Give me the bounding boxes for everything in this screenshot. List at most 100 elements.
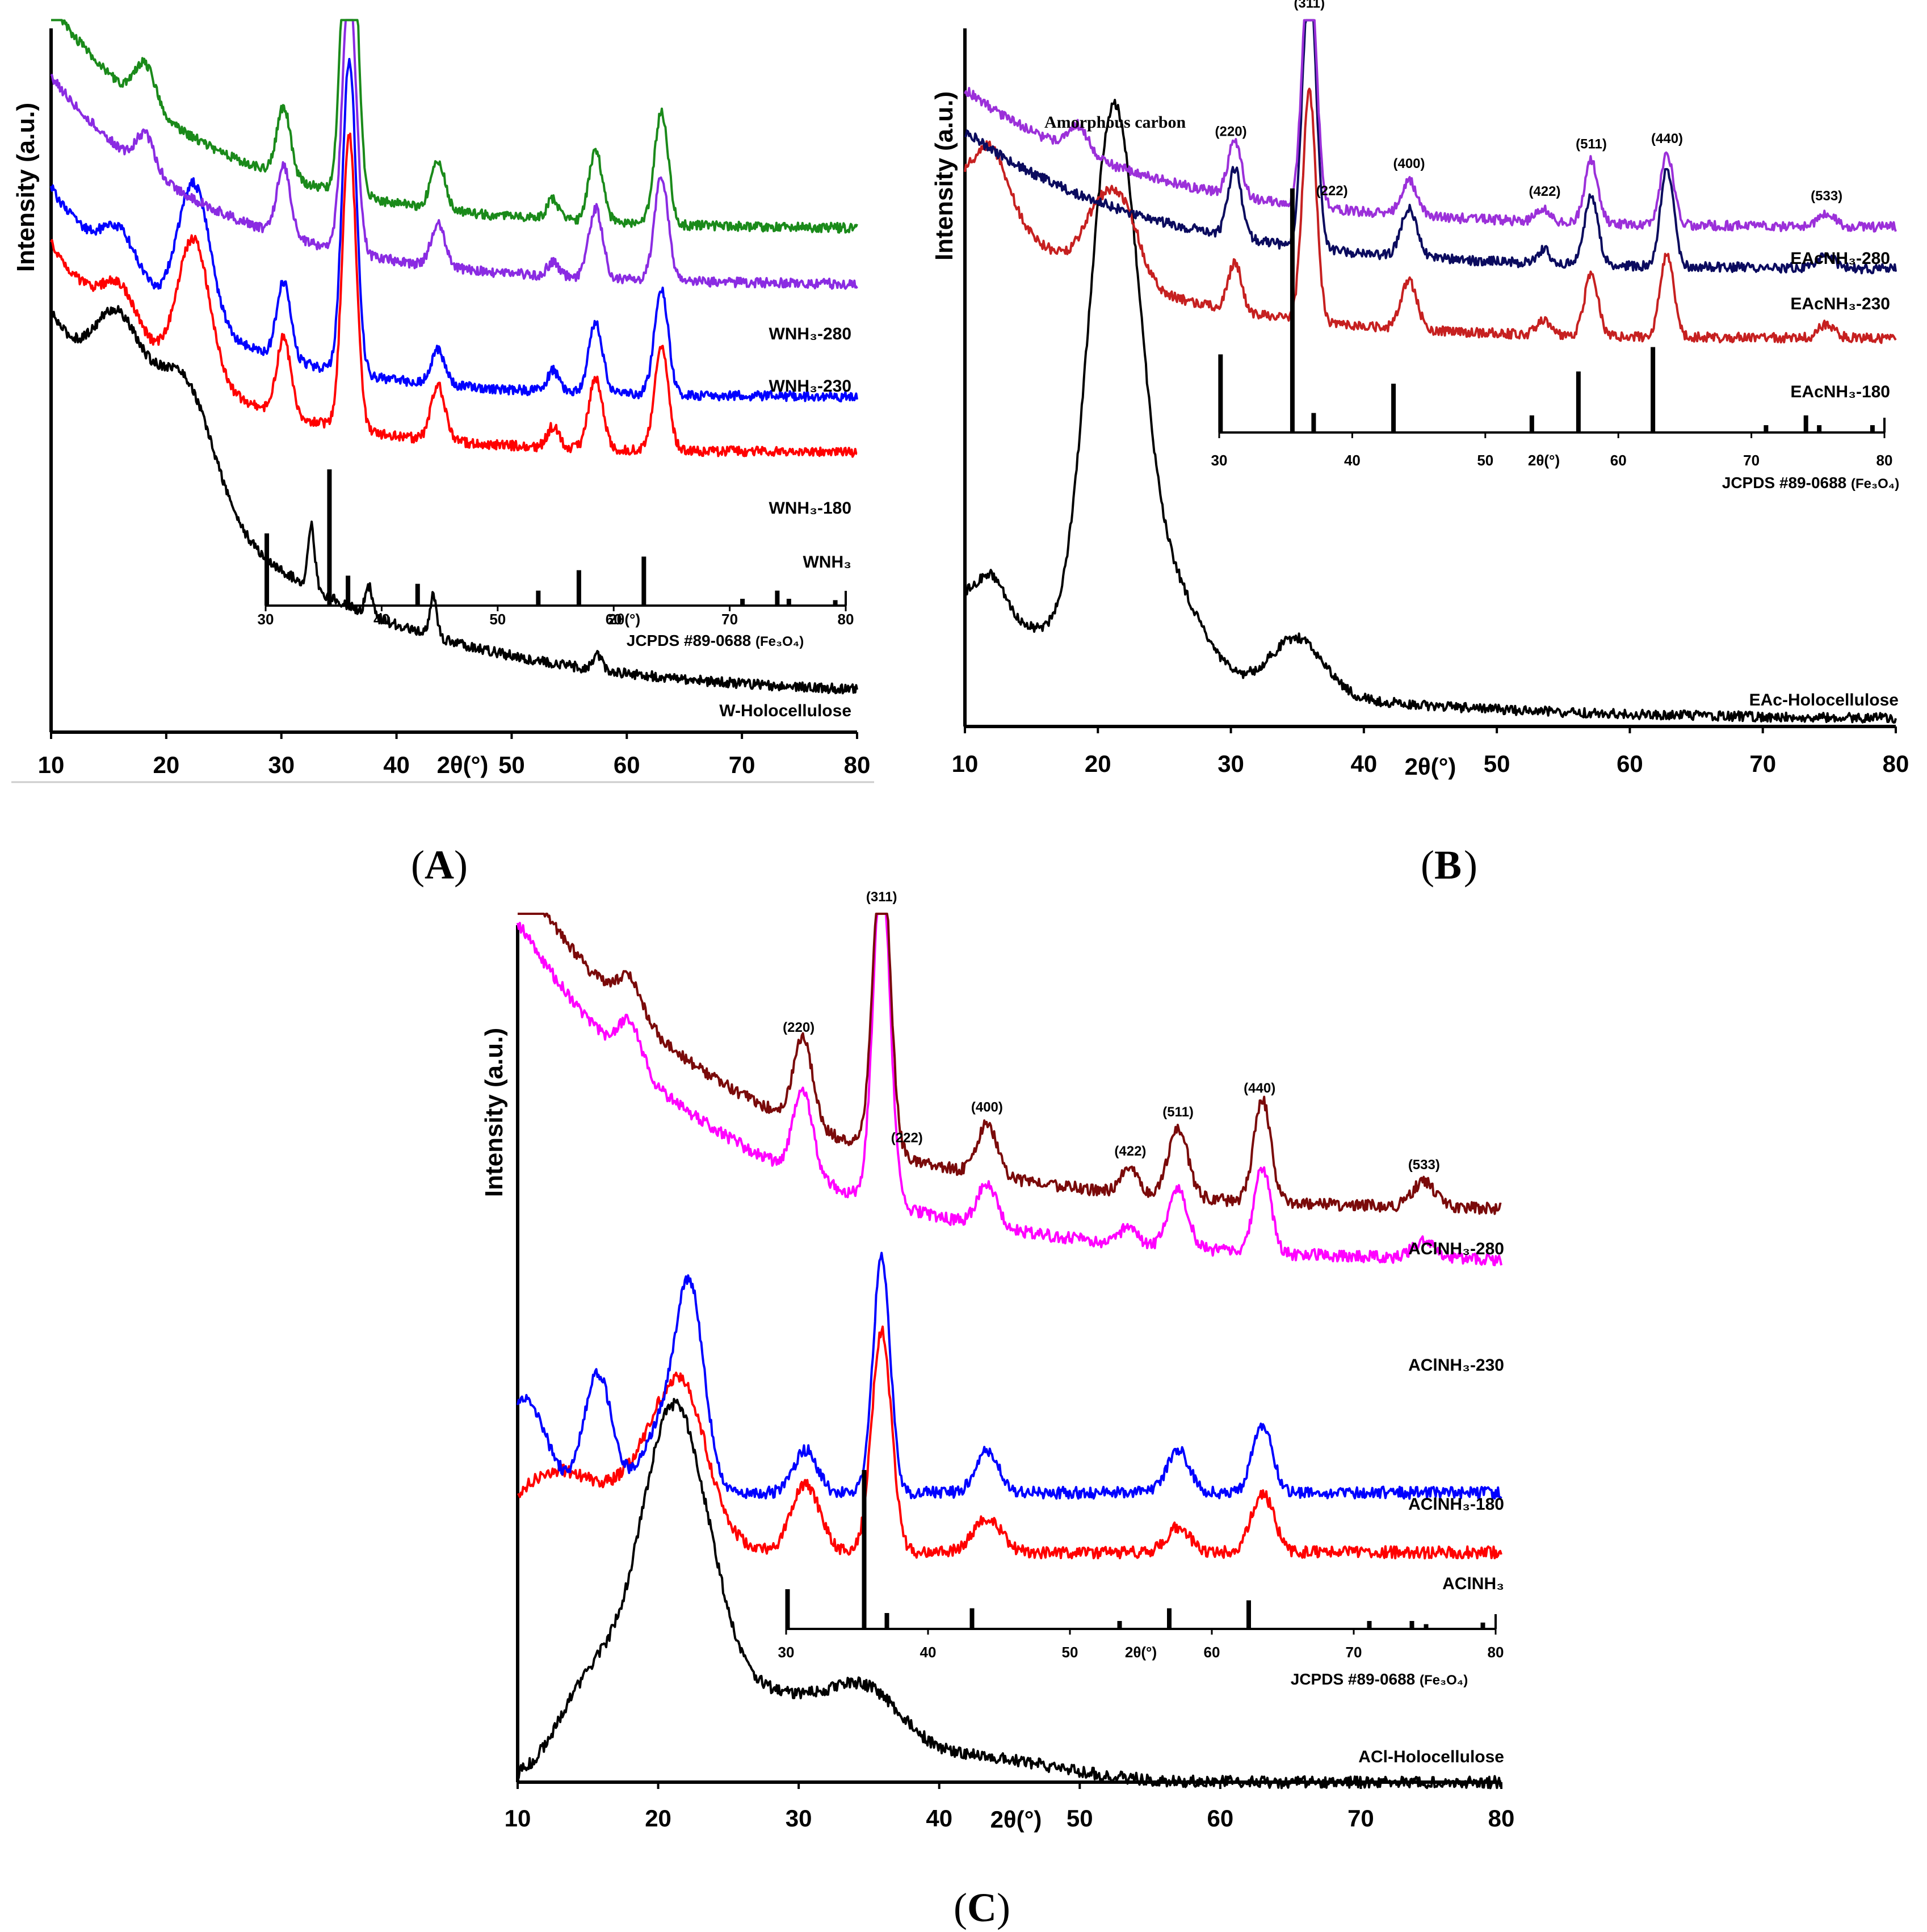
hkl-label: (422) (1114, 1144, 1146, 1159)
panel-b: Intensity (a.u.) 10 20 30 40 50 60 70 80 2θ(°) EAc… (930, 0, 1909, 780)
x-tick-label: 10 (505, 1805, 531, 1832)
series-label: ACl-Holocellulose (1358, 1748, 1504, 1766)
hkl-label: (511) (1162, 1104, 1194, 1120)
series-line-w-nh3-280 (51, 19, 858, 234)
inset-tick-label: 70 (721, 611, 738, 628)
x-tick-label: 30 (786, 1805, 812, 1832)
hkl-label: (422) (1529, 184, 1560, 199)
hkl-label: (533) (1811, 188, 1842, 204)
hkl-label: (511) (1576, 136, 1607, 152)
x-axis-label: 2θ(°) (990, 1806, 1042, 1833)
x-tick-label: 60 (1617, 750, 1643, 777)
series-line-acl-holocellulose (517, 1397, 1502, 1790)
reference-formula: (Fe₃O₄) (1851, 476, 1899, 492)
x-tick-label: 40 (1350, 750, 1377, 777)
inset-tick-label: 30 (258, 611, 274, 628)
x-tick-label: 20 (645, 1805, 671, 1832)
svg-text:B: B (1434, 842, 1462, 888)
series-label: EAcNH₃-280 (1790, 249, 1890, 268)
inset-tick-label: 80 (1876, 452, 1893, 469)
series-line-eac-holocellulose (964, 99, 1897, 724)
svg-text:(: ( (411, 842, 425, 888)
hkl-label: (533) (1408, 1157, 1440, 1173)
y-axis-label: Intensity (a.u.) (480, 1028, 508, 1197)
svg-text:): ) (997, 1885, 1010, 1930)
inset-tick-label: 50 (489, 611, 506, 628)
x-tick-label: 70 (729, 751, 755, 778)
inset-tick-label: 40 (373, 611, 390, 628)
x-tick-label: 10 (952, 750, 979, 777)
x-tick-label: 80 (844, 751, 871, 778)
series-line-eac-nh3-230 (964, 19, 1897, 275)
hkl-label: (440) (1244, 1081, 1275, 1096)
inset-tick-label: 30 (778, 1644, 795, 1661)
series-line-acl-nh3-280 (517, 913, 1502, 1215)
series-line-acl-nh3-230 (517, 913, 1502, 1266)
series-line-eac-nh3-280 (964, 19, 1897, 233)
inset-tick-label: 70 (1743, 452, 1760, 469)
series-label: EAcNH₃-180 (1790, 383, 1890, 401)
inset-tick-label: 60 (606, 611, 622, 628)
inset-tick-label: 80 (1488, 1644, 1504, 1661)
hkl-label: (440) (1651, 131, 1683, 146)
x-tick-label: 20 (1085, 750, 1111, 777)
inset-x-axis-label: 2θ(°) (1528, 452, 1560, 469)
series-label: EAc-Holocellulose (1749, 691, 1899, 709)
series-line-acl-nh3-180 (517, 1251, 1502, 1500)
x-tick-label: 30 (1218, 750, 1244, 777)
inset-tick-label: 50 (1062, 1644, 1078, 1661)
reference-label: JCPDS #89-0688 (Fe₃O₄) (627, 632, 804, 649)
x-tick-label: 60 (1207, 1805, 1233, 1832)
series-line-w-holocellulose (50, 305, 858, 695)
series-label: AClNH₃-180 (1408, 1495, 1504, 1514)
svg-text:): ) (1464, 842, 1477, 888)
y-axis-label: Intensity (a.u.) (12, 103, 40, 272)
hkl-label: (222) (1316, 183, 1348, 199)
reference-label: JCPDS #89-0688 (Fe₃O₄) (1291, 1670, 1468, 1688)
hkl-label: (220) (783, 1020, 815, 1035)
x-tick-label: 40 (383, 751, 410, 778)
inset-tick-label: 40 (1344, 452, 1361, 469)
x-tick-label: 50 (1484, 750, 1510, 777)
x-tick-label: 70 (1347, 1805, 1374, 1832)
series-line-acl-nh3 (517, 1325, 1502, 1560)
x-axis-label: 2θ(°) (1405, 753, 1456, 780)
svg-text:C: C (967, 1885, 997, 1930)
series-label: EAcNH₃-230 (1790, 295, 1890, 313)
svg-text:): ) (454, 842, 468, 888)
reference-formula: (Fe₃O₄) (755, 634, 804, 649)
x-tick-label: 60 (614, 751, 640, 778)
inset-x-axis-label: 2θ(°) (1125, 1644, 1157, 1661)
hkl-label: (220) (1215, 124, 1247, 140)
inset-tick-label: 80 (838, 611, 854, 628)
x-tick-label: 50 (498, 751, 525, 778)
x-tick-label: 20 (153, 751, 179, 778)
panel-letter-b: ( B ) (1421, 842, 1477, 888)
x-tick-label: 80 (1883, 750, 1909, 777)
hkl-label: (400) (1393, 156, 1425, 171)
svg-text:(: ( (954, 1885, 967, 1930)
x-tick-label: 30 (268, 751, 295, 778)
inset-x-axis-label: 2θ(°) (608, 611, 640, 628)
inset-tick-label: 60 (1204, 1644, 1220, 1661)
series-label: AClNH₃-280 (1408, 1240, 1504, 1258)
hkl-label: (311) (866, 889, 897, 905)
reference-label: JCPDS #89-0688 (Fe₃O₄) (1722, 474, 1899, 492)
annotation: Amorphous carbon (1044, 113, 1186, 132)
x-tick-label: 40 (926, 1805, 952, 1832)
hkl-label: (400) (971, 1099, 1003, 1115)
series-line-eac-nh3-180 (964, 87, 1897, 345)
series-label: WNH₃-230 (769, 377, 851, 396)
series-line-w-nh3 (50, 132, 858, 458)
hkl-label: (311) (1294, 0, 1325, 11)
x-tick-label: 70 (1749, 750, 1776, 777)
x-tick-label: 80 (1488, 1805, 1515, 1832)
series-label: WNH₃-180 (769, 499, 851, 518)
inset-tick-label: 50 (1477, 452, 1493, 469)
series-line-w-nh3-230 (50, 19, 858, 290)
inset-tick-label: 70 (1346, 1644, 1362, 1661)
series-label: AClNH₃ (1442, 1574, 1504, 1593)
inset-tick-label: 60 (1610, 452, 1627, 469)
svg-text:A: A (425, 842, 454, 888)
series-label: W-Holocellulose (719, 702, 851, 720)
